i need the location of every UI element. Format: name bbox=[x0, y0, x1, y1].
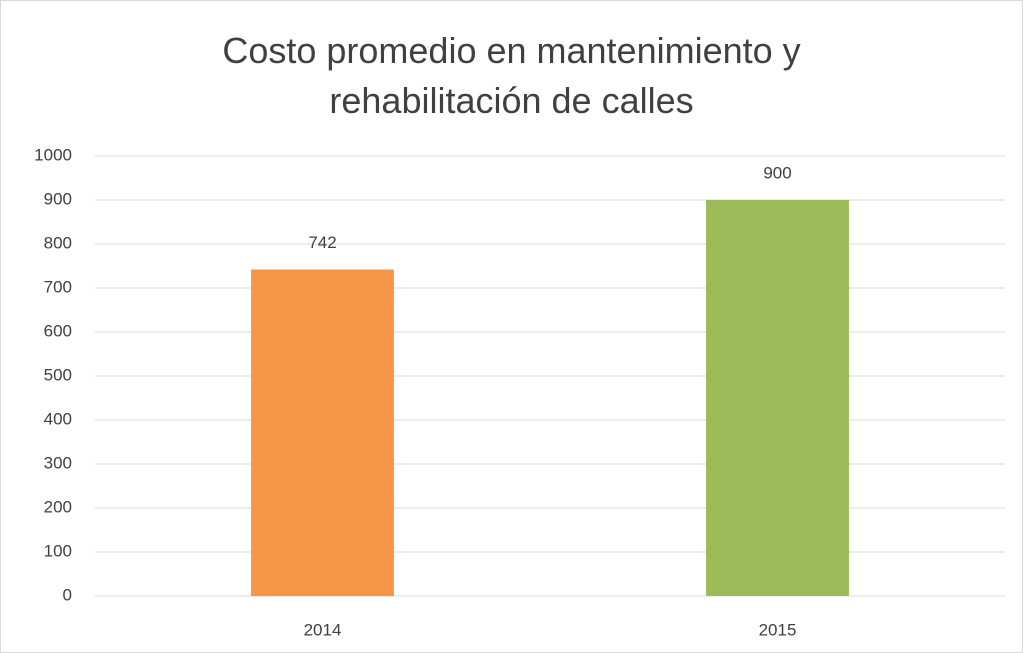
x-tick-label: 2014 bbox=[304, 620, 342, 639]
y-tick-label: 900 bbox=[44, 189, 72, 208]
y-tick-label: 1000 bbox=[34, 145, 72, 164]
y-tick-label: 600 bbox=[44, 321, 72, 340]
x-tick-label: 2015 bbox=[759, 620, 797, 639]
data-label: 900 bbox=[763, 163, 791, 182]
y-tick-label: 300 bbox=[44, 453, 72, 472]
y-tick-label: 100 bbox=[44, 541, 72, 560]
y-tick-label: 400 bbox=[44, 409, 72, 428]
y-tick-label: 0 bbox=[63, 585, 72, 604]
bar bbox=[251, 269, 394, 596]
y-tick-label: 200 bbox=[44, 497, 72, 516]
y-tick-label: 800 bbox=[44, 233, 72, 252]
chart-title: Costo promedio en mantenimiento y rehabi… bbox=[222, 30, 801, 121]
bar bbox=[706, 200, 849, 596]
y-tick-label: 700 bbox=[44, 277, 72, 296]
y-tick-label: 500 bbox=[44, 365, 72, 384]
data-label: 742 bbox=[308, 233, 336, 252]
